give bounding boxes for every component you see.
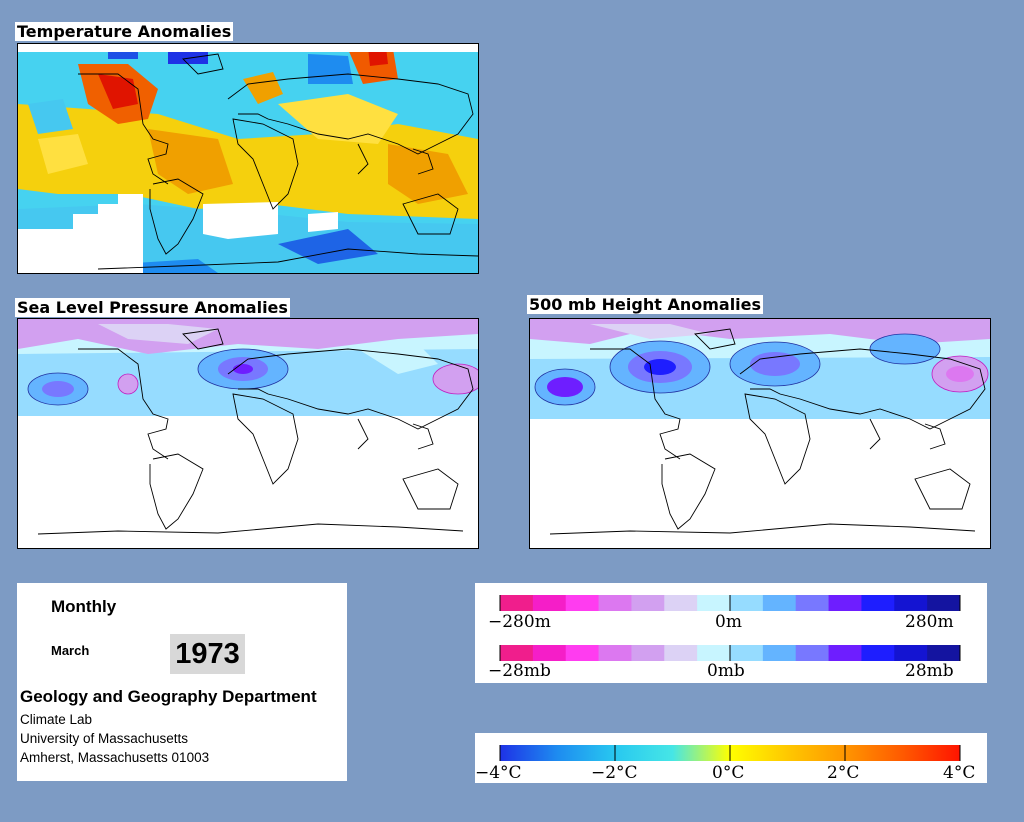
pressure-legend-max: 28mb [905, 661, 954, 681]
color-swatch [795, 595, 830, 611]
color-swatch [631, 595, 665, 611]
temp-legend-label: 0°C [712, 763, 744, 783]
color-swatch [861, 595, 895, 611]
height500-anomaly-map [529, 318, 991, 549]
slp-anomaly-map [17, 318, 479, 549]
height-color-bar [499, 595, 961, 611]
color-swatch [861, 645, 895, 661]
color-swatch [828, 645, 862, 661]
color-swatch [631, 645, 665, 661]
color-swatch [500, 645, 534, 661]
temp-legend-label: 2°C [827, 763, 859, 783]
color-swatch [927, 595, 961, 611]
color-swatch [664, 645, 698, 661]
temperature-anomaly-map [17, 43, 479, 274]
color-swatch [927, 645, 961, 661]
frequency-label: Monthly [51, 597, 117, 616]
temp-legend-label: −2°C [591, 763, 638, 783]
month-label: March [51, 643, 90, 658]
color-swatch [598, 595, 632, 611]
color-swatch [697, 645, 731, 661]
pressure-legend-zero: 0mb [707, 661, 745, 681]
anomaly-color-legend: −280m 0m 280m −28mb 0mb 28mb [475, 583, 987, 683]
color-swatch [828, 595, 862, 611]
color-swatch [565, 645, 600, 661]
color-swatch [500, 595, 534, 611]
color-swatch [894, 645, 928, 661]
pressure-color-bar [499, 645, 961, 661]
department-name: Geology and Geography Department [20, 687, 317, 706]
height500-map-title: 500 mb Height Anomalies [527, 295, 764, 314]
color-swatch [730, 645, 764, 661]
address-line: Amherst, Massachusetts 01003 [20, 750, 210, 765]
color-swatch [762, 645, 797, 661]
slp-map-title: Sea Level Pressure Anomalies [15, 298, 290, 317]
color-swatch [894, 595, 928, 611]
height-legend-zero: 0m [715, 612, 742, 632]
color-swatch [565, 595, 600, 611]
temperature-ticks [499, 745, 961, 761]
pressure-legend-min: −28mb [488, 661, 551, 681]
color-swatch [730, 595, 764, 611]
color-swatch [532, 645, 567, 661]
color-swatch [762, 595, 797, 611]
color-swatch [532, 595, 567, 611]
color-swatch [697, 595, 731, 611]
temp-legend-label: −4°C [475, 763, 522, 783]
year-label: 1973 [170, 634, 245, 674]
temp-legend-label: 4°C [943, 763, 975, 783]
temperature-map-title: Temperature Anomalies [15, 22, 234, 41]
address-line: Climate Lab [20, 712, 93, 727]
height-legend-max: 280m [905, 612, 954, 632]
color-swatch [795, 645, 830, 661]
address-line: University of Massachusetts [20, 731, 189, 746]
color-swatch [598, 645, 632, 661]
color-swatch [664, 595, 698, 611]
temperature-color-legend: −4°C −2°C 0°C 2°C 4°C [475, 733, 987, 783]
info-box: Monthly March 1973 Geology and Geography… [17, 583, 347, 781]
height-legend-min: −280m [488, 612, 551, 632]
